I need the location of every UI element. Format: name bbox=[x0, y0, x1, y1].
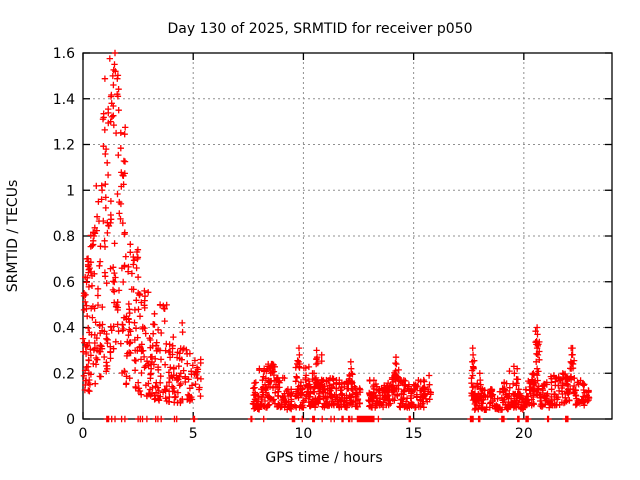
x-tick-label: 5 bbox=[189, 426, 198, 442]
grid-layer bbox=[83, 53, 612, 419]
x-tick-label: 0 bbox=[79, 426, 88, 442]
x-tick-label: 10 bbox=[295, 426, 313, 442]
axes-layer: 0 5 10 15 20 0 0.2 0.4 0.6 0.8 1 1.2 1.4 1.6 bbox=[53, 46, 613, 442]
y-tick-label: 0.4 bbox=[53, 321, 75, 337]
y-tick-label: 0.8 bbox=[53, 229, 75, 245]
x-tick-label: 15 bbox=[405, 426, 423, 442]
chart-title: Day 130 of 2025, SRMTID for receiver p05… bbox=[167, 21, 472, 37]
data-layer bbox=[79, 49, 593, 423]
y-tick-label: 0.2 bbox=[53, 366, 75, 382]
y-tick-label: 1.4 bbox=[53, 92, 75, 108]
data-points bbox=[79, 49, 593, 423]
y-tick-label: 1.6 bbox=[53, 46, 75, 62]
y-tick-label: 0.6 bbox=[53, 275, 75, 291]
y-axis-label: SRMTID / TECUs bbox=[5, 180, 21, 293]
y-tick-label: 0 bbox=[66, 412, 75, 428]
x-tick-label: 20 bbox=[515, 426, 533, 442]
y-tick-label: 1 bbox=[66, 183, 75, 199]
y-tick-label: 1.2 bbox=[53, 138, 75, 154]
x-axis-label: GPS time / hours bbox=[265, 450, 382, 466]
